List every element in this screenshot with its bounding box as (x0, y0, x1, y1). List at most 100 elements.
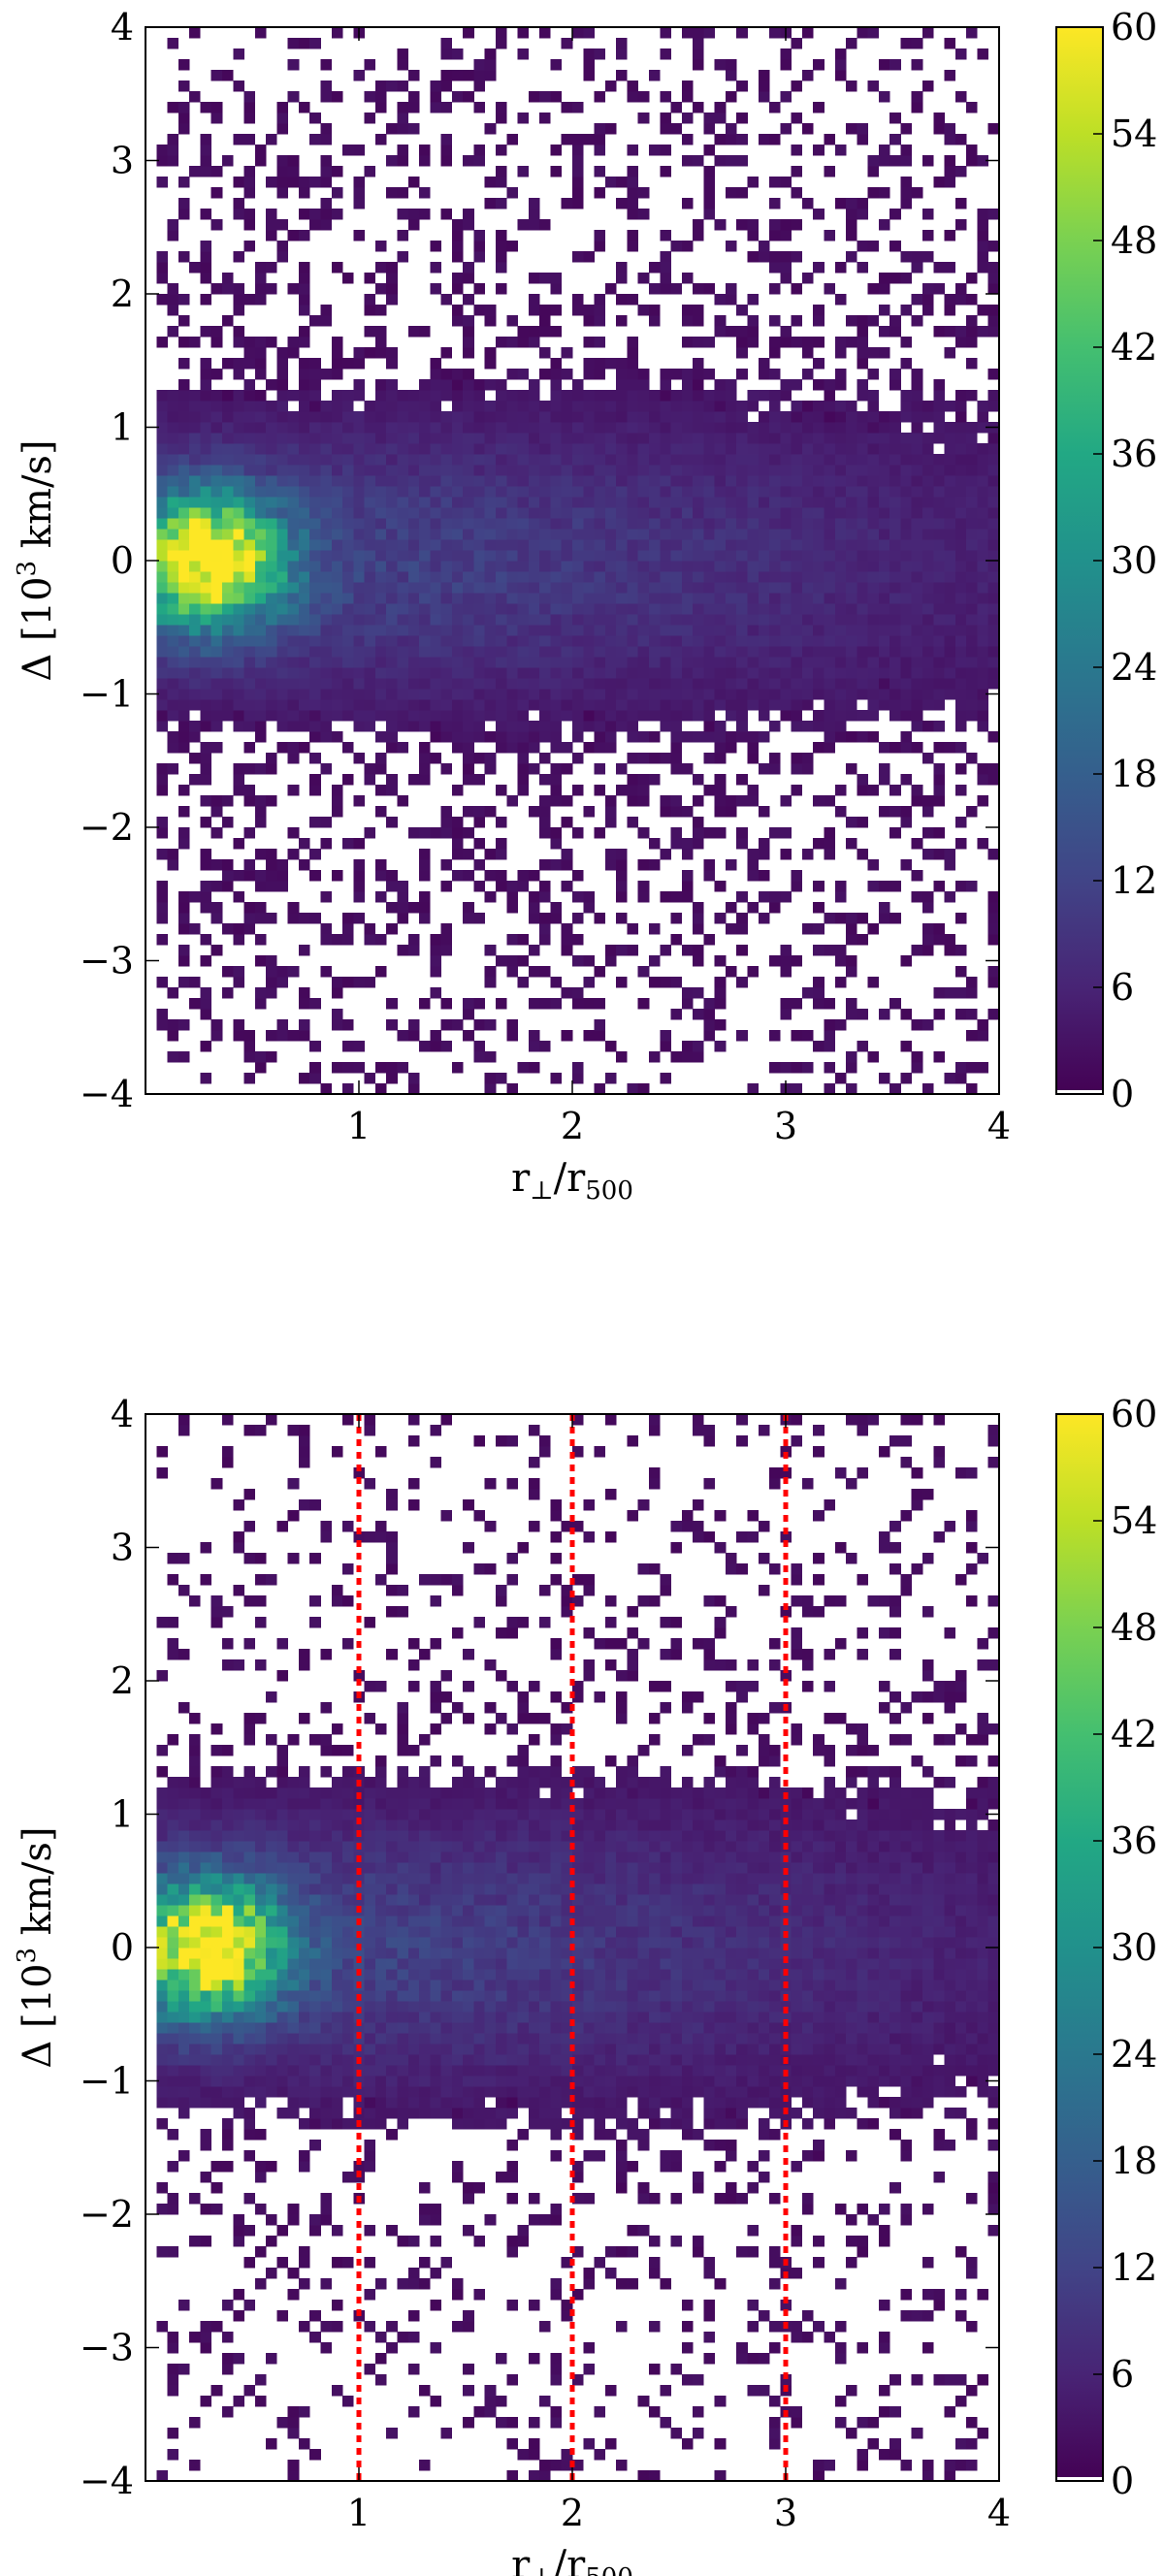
heatmap-cell (954, 539, 967, 551)
heatmap-cell (331, 1585, 343, 1596)
heatmap-cell (528, 667, 540, 679)
heatmap-cell (594, 315, 606, 327)
heatmap-cell (747, 443, 760, 455)
heatmap-cell (167, 763, 179, 775)
heatmap-cell (572, 571, 584, 583)
heatmap-cell (451, 614, 464, 626)
heatmap-cell (966, 667, 978, 679)
heatmap-cell (496, 497, 507, 508)
heatmap-cell (364, 635, 376, 647)
heatmap-cell (266, 795, 277, 807)
heatmap-cell (954, 443, 967, 455)
heatmap-cell (517, 443, 530, 455)
heatmap-cell (736, 326, 748, 338)
heatmap-cell (769, 230, 781, 242)
heatmap-cell (473, 731, 486, 743)
heatmap-cell (813, 550, 824, 562)
heatmap-cell (419, 699, 431, 711)
heatmap-cell (189, 635, 201, 647)
heatmap-cell (221, 614, 234, 626)
heatmap-cell (977, 497, 989, 508)
heatmap-cell (156, 145, 168, 156)
heatmap-cell (648, 731, 661, 743)
heatmap-cell (637, 571, 650, 583)
heatmap-cell (178, 2097, 190, 2109)
heatmap-cell (233, 1030, 244, 1042)
heatmap-cell (298, 945, 310, 956)
heatmap-cell (473, 774, 486, 786)
heatmap-cell (572, 166, 584, 177)
heatmap-cell (243, 475, 256, 487)
heatmap-cell (506, 731, 518, 743)
heatmap-cell (736, 667, 748, 679)
heatmap-cell (430, 80, 441, 92)
heatmap-cell (528, 91, 540, 103)
heatmap-cell (473, 582, 486, 594)
heatmap-cell (266, 1830, 277, 1842)
heatmap-cell (681, 881, 694, 892)
heatmap-cell (178, 1969, 190, 1980)
heatmap-cell (233, 1862, 244, 1874)
heatmap-cell (987, 977, 1000, 988)
heatmap-cell (987, 539, 1000, 551)
heatmap-cell (353, 657, 365, 668)
heatmap-cell (758, 582, 770, 594)
heatmap-cell (736, 913, 748, 924)
heatmap-cell (637, 603, 650, 615)
heatmap-cell (331, 667, 343, 679)
heatmap-cell (276, 497, 288, 508)
heatmap-cell (517, 411, 530, 423)
heatmap-cell (331, 1937, 343, 1948)
heatmap-cell (791, 379, 803, 391)
heatmap-cell (200, 358, 211, 370)
heatmap-cell (857, 593, 868, 604)
heatmap-cell (287, 678, 300, 690)
heatmap-cell (463, 70, 474, 81)
heatmap-cell (200, 646, 211, 658)
heatmap-cell (900, 187, 913, 199)
heatmap-cell (550, 529, 563, 540)
heatmap-cell (374, 689, 387, 700)
heatmap-cell (276, 1670, 288, 1682)
heatmap-cell (616, 667, 628, 679)
heatmap-cell (254, 518, 267, 530)
heatmap-cell (200, 2044, 211, 2055)
heatmap-cell (572, 561, 584, 572)
heatmap-cell (167, 657, 179, 668)
heatmap-cell (156, 411, 168, 423)
heatmap-cell (320, 678, 333, 690)
heatmap-cell (846, 667, 857, 679)
heatmap-cell (484, 1073, 497, 1084)
heatmap-cell (210, 1787, 223, 1799)
heatmap-cell (374, 241, 387, 252)
heatmap-cell (637, 475, 650, 487)
heatmap-cell (747, 614, 760, 626)
heatmap-cell (496, 689, 507, 700)
heatmap-cell (594, 657, 606, 668)
heatmap-cell (484, 891, 497, 903)
heatmap-cell (747, 582, 760, 594)
heatmap-cell (397, 945, 409, 956)
heatmap-cell (233, 614, 244, 626)
heatmap-cell (484, 699, 497, 711)
heatmap-cell (254, 1595, 267, 1607)
heatmap-cell (440, 699, 453, 711)
heatmap-cell (397, 102, 409, 113)
heatmap-cell (156, 667, 168, 679)
heatmap-cell (167, 2044, 179, 2055)
heatmap-cell (200, 635, 211, 647)
heatmap-cell (221, 1852, 234, 1863)
heatmap-cell (987, 966, 1000, 978)
heatmap-cell (966, 1083, 978, 1095)
heatmap-cell (660, 411, 671, 423)
heatmap-cell (528, 603, 540, 615)
heatmap-cell (561, 465, 573, 476)
heatmap-cell (374, 678, 387, 690)
heatmap-cell (911, 443, 923, 455)
heatmap-cell (648, 283, 661, 295)
heatmap-cell (933, 529, 945, 540)
heatmap-cell (233, 774, 244, 786)
heatmap-cell (440, 646, 453, 658)
heatmap-cell (298, 1937, 310, 1948)
heatmap-cell (539, 1041, 551, 1052)
